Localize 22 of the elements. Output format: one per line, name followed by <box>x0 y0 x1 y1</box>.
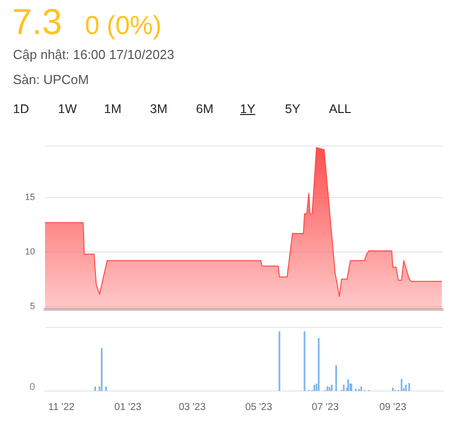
text: 1M <box>104 102 122 116</box>
y-tick-label: 5 <box>30 300 35 311</box>
y-tick-label: 10 <box>24 246 35 256</box>
text: Cập nhật: 16:00 17/10/2023 <box>13 47 174 62</box>
text: 0 (0%) <box>85 9 162 41</box>
x-tick-label: 03 '23 <box>178 402 206 413</box>
text: 5Y <box>285 102 300 116</box>
text: 6M <box>196 102 214 116</box>
text: 7.3 <box>12 1 62 42</box>
text: ALL <box>329 102 352 116</box>
x-tick-label: 05 '23 <box>245 402 273 413</box>
text: Sàn: UPCoM <box>13 72 89 87</box>
text: 3M <box>150 102 168 116</box>
text: 0 <box>29 382 36 393</box>
text: 1D <box>13 102 29 116</box>
x-tick-label: 01 '23 <box>114 402 142 413</box>
x-tick-label: 07 '23 <box>312 402 340 413</box>
text: 1Y <box>240 102 256 116</box>
x-tick-label: 11 '22 <box>48 402 75 413</box>
x-tick-label: 09 '23 <box>379 402 407 413</box>
text: 1W <box>58 102 77 116</box>
y-tick-label: 15 <box>24 192 35 202</box>
